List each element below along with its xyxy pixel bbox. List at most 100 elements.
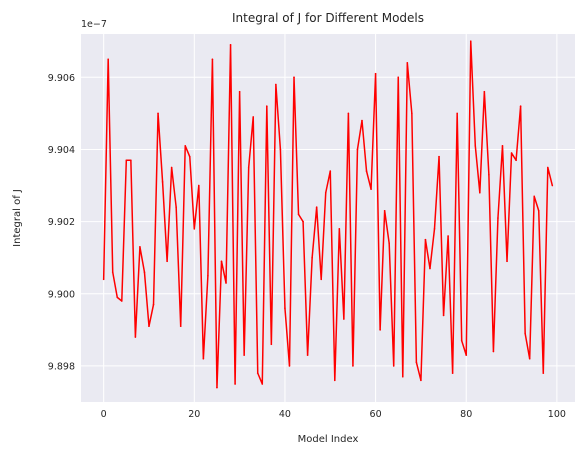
data-point <box>524 332 526 335</box>
data-point <box>261 383 264 385</box>
data-point <box>460 339 463 342</box>
data-point <box>469 40 472 43</box>
data-point <box>429 267 431 270</box>
data-point <box>401 375 404 378</box>
data-point <box>130 159 132 162</box>
data-point <box>225 282 227 284</box>
y-axis-offset-label: 1e−7 <box>81 19 107 30</box>
data-point <box>547 166 549 169</box>
data-point <box>170 166 173 169</box>
data-point <box>275 83 277 86</box>
data-point <box>456 112 458 115</box>
data-point <box>424 238 427 241</box>
data-point <box>193 228 196 230</box>
data-point <box>551 184 554 187</box>
data-point <box>497 217 499 219</box>
y-tick-label: 9.898 <box>48 361 75 372</box>
data-point <box>370 188 372 190</box>
data-point <box>356 148 359 151</box>
data-point <box>216 386 218 389</box>
data-point <box>238 90 241 93</box>
data-point <box>102 278 105 281</box>
y-tick-label: 9.900 <box>48 289 75 300</box>
data-point <box>324 191 327 194</box>
data-point <box>247 166 250 169</box>
x-axis-label: Model Index <box>298 434 359 445</box>
data-point <box>297 213 300 216</box>
data-point <box>166 260 168 263</box>
data-point <box>406 62 409 64</box>
x-tick-label: 40 <box>279 409 291 420</box>
data-point <box>334 379 336 382</box>
data-point <box>220 260 223 263</box>
data-point <box>302 220 304 223</box>
data-point <box>533 195 536 198</box>
data-point <box>161 181 164 183</box>
data-point <box>542 372 545 374</box>
data-point <box>179 325 182 328</box>
data-point <box>361 119 363 122</box>
data-point <box>438 155 440 158</box>
y-axis-label: Integral of J <box>12 189 23 247</box>
data-point <box>338 228 341 230</box>
data-point <box>397 76 400 79</box>
x-tick-label: 60 <box>370 409 382 420</box>
data-point <box>198 184 200 187</box>
data-point <box>465 354 468 356</box>
data-point <box>365 170 368 172</box>
data-point <box>528 357 531 360</box>
data-point <box>320 278 323 281</box>
data-point <box>175 206 177 208</box>
y-tick-label: 9.904 <box>48 145 75 156</box>
data-point <box>374 72 377 75</box>
data-point <box>311 256 313 259</box>
data-point <box>120 300 123 302</box>
data-point <box>270 343 273 346</box>
series-group <box>102 40 554 389</box>
data-point <box>279 148 282 151</box>
y-tick-label: 9.902 <box>48 217 75 228</box>
data-point <box>252 116 255 118</box>
data-point <box>111 271 114 273</box>
data-point <box>383 209 386 212</box>
data-point <box>116 296 119 299</box>
data-point <box>343 318 345 320</box>
data-point <box>411 112 413 115</box>
data-point <box>211 58 214 61</box>
data-point <box>420 379 422 382</box>
data-point <box>379 329 381 331</box>
data-point <box>433 228 436 230</box>
data-point <box>415 361 418 364</box>
x-axis-ticks: 0 20 40 60 80 100 <box>101 409 566 420</box>
data-point <box>207 274 209 277</box>
data-point <box>451 372 454 374</box>
data-point <box>284 307 286 310</box>
data-point <box>352 365 354 367</box>
data-point <box>447 235 449 237</box>
data-point <box>202 357 205 360</box>
data-point <box>152 303 155 306</box>
data-point <box>392 365 395 367</box>
data-point <box>243 354 245 356</box>
data-point <box>288 365 291 367</box>
data-point <box>515 159 517 162</box>
y-axis-ticks: 9.898 9.900 9.902 9.904 9.906 <box>48 73 75 373</box>
data-point <box>519 105 522 107</box>
data-point <box>125 159 128 162</box>
data-point <box>293 76 295 79</box>
data-point <box>474 145 477 147</box>
data-point <box>442 314 445 317</box>
data-point <box>256 372 259 374</box>
data-point <box>134 336 137 338</box>
data-point <box>143 271 146 273</box>
data-point <box>492 350 495 353</box>
data-point <box>388 242 390 245</box>
data-point <box>266 105 268 107</box>
data-point <box>488 173 490 176</box>
data-point <box>510 152 513 154</box>
data-point <box>157 112 159 115</box>
x-tick-label: 0 <box>101 409 107 420</box>
series-line <box>102 40 554 389</box>
data-point <box>483 90 486 93</box>
